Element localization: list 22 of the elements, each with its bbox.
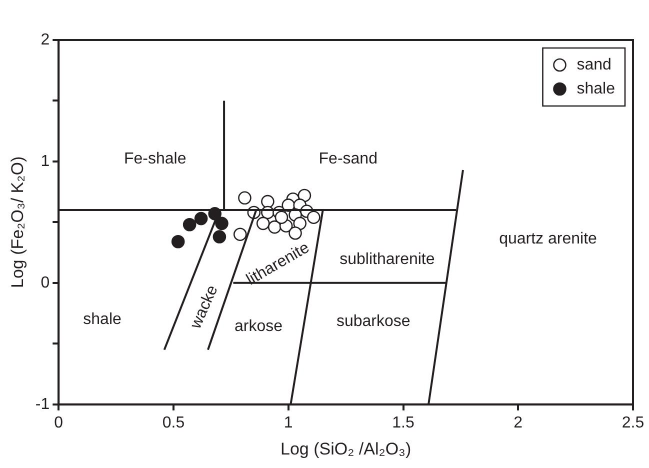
annotation: arkose [234, 318, 283, 336]
legend-label: shale [576, 80, 616, 98]
annotation: quartz arenite [499, 230, 598, 248]
x-tick-label: 1.5 [392, 414, 414, 432]
x-tick-label: 2.5 [622, 414, 644, 432]
y-axis-title: Log (Fe₂O₃/ K₂O) [8, 156, 27, 288]
annotation: subarkose [336, 313, 410, 330]
annotation: Fe-sand [318, 150, 378, 168]
x-tick-label: 0 [54, 414, 64, 432]
annotation: Fe-shale [124, 150, 186, 168]
x-tick-label: 0.5 [162, 414, 185, 432]
y-tick-label: 2 [40, 31, 50, 48]
annotation: wacke [187, 282, 222, 332]
y-tick-label: 1 [40, 152, 50, 170]
y-tick-label: -1 [35, 396, 50, 413]
x-tick-label: 1 [284, 414, 293, 432]
x-axis-title: Log (SiO₂ /Al₂O₃) [280, 439, 412, 458]
legend-label: sand [576, 56, 612, 74]
annotation: sublitharenite [340, 251, 435, 268]
annotation: shale [83, 310, 122, 328]
x-tick-label: 2 [514, 414, 523, 432]
y-tick-label: 0 [40, 274, 50, 292]
